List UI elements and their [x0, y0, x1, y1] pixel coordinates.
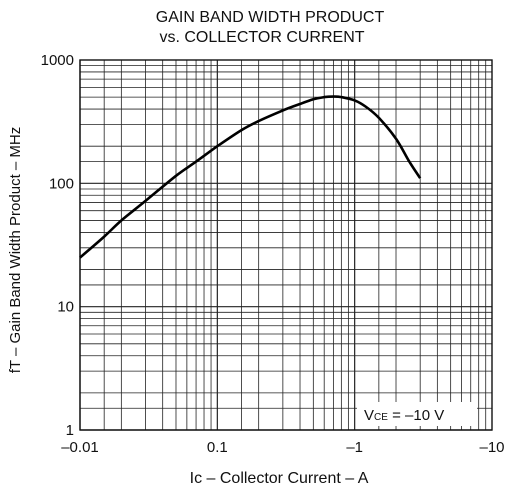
y-tick-label: 100 [49, 175, 74, 192]
x-tick-label: –10 [479, 439, 504, 456]
series-line [79, 95, 422, 259]
chart-title-line-2: vs. COLLECTOR CURRENT [159, 29, 364, 46]
grid [79, 60, 492, 431]
y-tick-label: 1 [66, 422, 74, 439]
x-tick-label: –0.01 [61, 439, 99, 456]
vce-annotation: VCE = –10 V [364, 407, 444, 424]
y-tick-label: 1000 [41, 52, 74, 69]
annotation-box [357, 402, 477, 426]
chart-title-line-1: GAIN BAND WIDTH PRODUCT [156, 9, 385, 26]
plot-frame [79, 59, 493, 431]
tick-labels: –0.01 0.1 –1 –10 1 10 100 1000 [41, 52, 505, 456]
x-axis-label: Ic – Collector Current – A [190, 470, 369, 487]
y-tick-label: 10 [57, 299, 74, 316]
x-tick-label: –1 [346, 439, 363, 456]
x-tick-label: 0.1 [207, 439, 228, 456]
y-axis-label: fT – Gain Band Width Product – MHz [7, 127, 24, 374]
